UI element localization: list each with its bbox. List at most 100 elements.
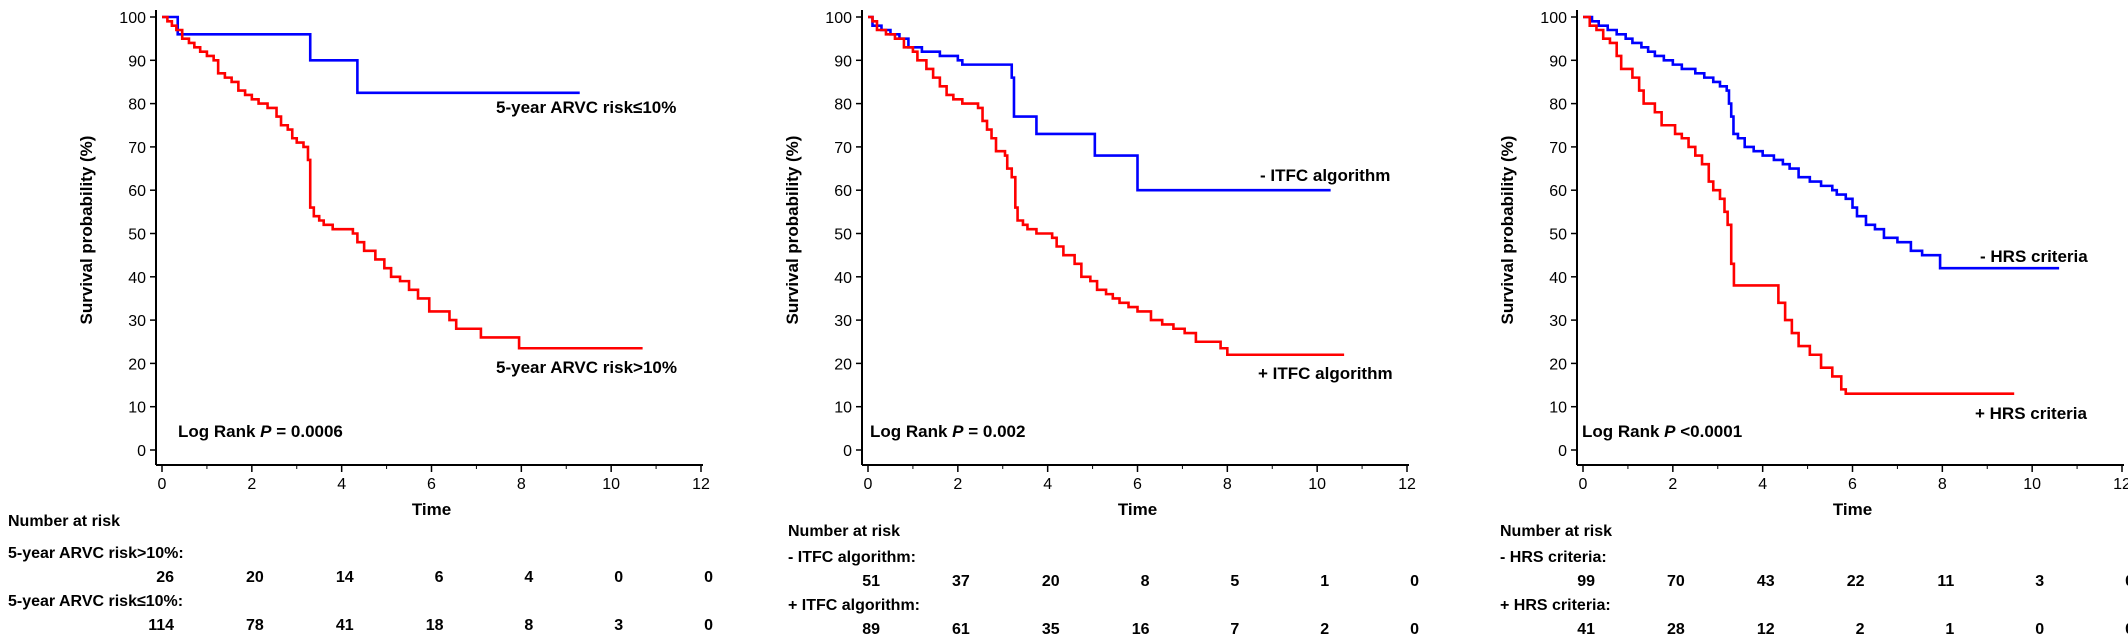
log-rank-p: P <box>260 422 272 441</box>
risk-count: 41 <box>1577 621 1595 636</box>
risk-count: 3 <box>614 617 623 634</box>
risk-group-label: - ITFC algorithm: <box>788 549 916 566</box>
y-tick-label: 10 <box>1549 400 1567 417</box>
x-tick-label: 4 <box>337 476 346 493</box>
y-axis-label: Survival probability (%) <box>1498 136 1517 325</box>
log-rank-annotation: Log Rank P = 0.002 <box>870 422 1025 441</box>
y-tick-label: 50 <box>834 227 852 244</box>
risk-count: 28 <box>1667 621 1685 636</box>
y-tick-label: 80 <box>834 97 852 114</box>
y-tick-label: 60 <box>128 183 146 200</box>
x-tick-label: 0 <box>158 476 167 493</box>
x-tick-label: 6 <box>427 476 436 493</box>
risk-count: 0 <box>614 569 623 586</box>
y-tick-label: 40 <box>1549 270 1567 287</box>
risk-count: 1 <box>1945 621 1954 636</box>
x-tick-label: 10 <box>602 476 620 493</box>
survival-curve-blue <box>1583 15 2060 270</box>
risk-count: 8 <box>1141 573 1150 590</box>
y-tick-label: 30 <box>1549 313 1567 330</box>
y-tick-label: 10 <box>834 400 852 417</box>
log-rank-annotation: Log Rank P <0.0001 <box>1582 422 1742 441</box>
x-axis-label: Time <box>412 500 451 519</box>
survival-curve-blue <box>162 15 580 95</box>
risk-count: 20 <box>1042 573 1060 590</box>
log-rank-value: <0.0001 <box>1676 422 1743 441</box>
risk-count: 114 <box>148 617 174 634</box>
risk-count: 0 <box>2125 621 2128 636</box>
x-tick-label: 6 <box>1133 476 1142 493</box>
y-tick-label: 70 <box>1549 140 1567 157</box>
y-tick-label: 0 <box>1558 443 1567 460</box>
y-tick-label: 20 <box>1549 356 1567 373</box>
log-rank-prefix: Log Rank <box>1582 422 1664 441</box>
risk-table-title: Number at risk <box>1500 523 1612 540</box>
x-axis-label: Time <box>1833 500 1872 519</box>
risk-count: 2 <box>1856 621 1865 636</box>
risk-table: Number at risk - ITFC algorithm:51 37 20 8 5… <box>788 523 1419 636</box>
series-label: 5-year ARVC risk≤10% <box>496 98 676 117</box>
log-rank-annotation: Log Rank P = 0.0006 <box>178 422 343 441</box>
survival-curve-blue <box>868 15 1331 192</box>
risk-count: 3 <box>2035 573 2044 590</box>
risk-count: 0 <box>1410 573 1419 590</box>
risk-count: 37 <box>952 573 970 590</box>
risk-count: 43 <box>1757 573 1775 590</box>
y-tick-label: 60 <box>834 183 852 200</box>
log-rank-prefix: Log Rank <box>870 422 952 441</box>
risk-count: 2 <box>1320 621 1329 636</box>
x-tick-label: 4 <box>1043 476 1052 493</box>
risk-count: 26 <box>156 569 174 586</box>
risk-count: 0 <box>1410 621 1419 636</box>
y-tick-label: 100 <box>119 10 146 27</box>
risk-count: 41 <box>336 617 354 634</box>
risk-count: 11 <box>1937 573 1954 590</box>
risk-count: 0 <box>2125 573 2128 590</box>
risk-count: 51 <box>862 573 880 590</box>
y-axis-label: Survival probability (%) <box>783 136 802 325</box>
risk-group-label: - HRS criteria: <box>1500 549 1607 566</box>
x-tick-label: 6 <box>1848 476 1857 493</box>
y-tick-label: 90 <box>1549 53 1567 70</box>
survival-curve-red <box>162 15 643 350</box>
y-tick-label: 70 <box>834 140 852 157</box>
risk-count: 6 <box>435 569 444 586</box>
x-tick-label: 12 <box>1398 476 1416 493</box>
log-rank-prefix: Log Rank <box>178 422 260 441</box>
risk-count: 14 <box>336 569 354 586</box>
x-tick-label: 12 <box>692 476 710 493</box>
risk-count: 1 <box>1320 573 1329 590</box>
y-tick-label: 10 <box>128 400 146 417</box>
series-label: - ITFC algorithm <box>1260 166 1390 185</box>
risk-count: 7 <box>1230 621 1239 636</box>
x-tick-label: 12 <box>2113 476 2128 493</box>
y-tick-label: 50 <box>128 227 146 244</box>
risk-count: 22 <box>1847 573 1865 590</box>
risk-count: 35 <box>1042 621 1060 636</box>
series-label: - HRS criteria <box>1980 247 2088 266</box>
risk-count: 70 <box>1667 573 1685 590</box>
x-tick-label: 4 <box>1758 476 1767 493</box>
risk-count: 78 <box>246 617 264 634</box>
risk-count: 0 <box>704 569 713 586</box>
risk-count: 5 <box>1230 573 1239 590</box>
series-label: 5-year ARVC risk>10% <box>496 358 677 377</box>
risk-count: 99 <box>1577 573 1595 590</box>
log-rank-p: P <box>1664 422 1676 441</box>
y-tick-label: 90 <box>128 53 146 70</box>
risk-table-title: Number at risk <box>788 523 900 540</box>
x-tick-label: 8 <box>517 476 526 493</box>
risk-count: 89 <box>862 621 880 636</box>
y-tick-label: 20 <box>128 356 146 373</box>
risk-count: 0 <box>704 617 713 634</box>
x-tick-label: 2 <box>1668 476 1677 493</box>
x-tick-label: 2 <box>953 476 962 493</box>
y-tick-label: 100 <box>825 10 852 27</box>
risk-count: 8 <box>524 617 533 634</box>
y-tick-label: 0 <box>843 443 852 460</box>
risk-table: Number at risk - HRS criteria:99 70 43 22 11… <box>1500 523 2128 636</box>
risk-table: Number at risk 5-year ARVC risk>10%: 26 20 1… <box>8 513 713 634</box>
y-tick-label: 90 <box>834 53 852 70</box>
